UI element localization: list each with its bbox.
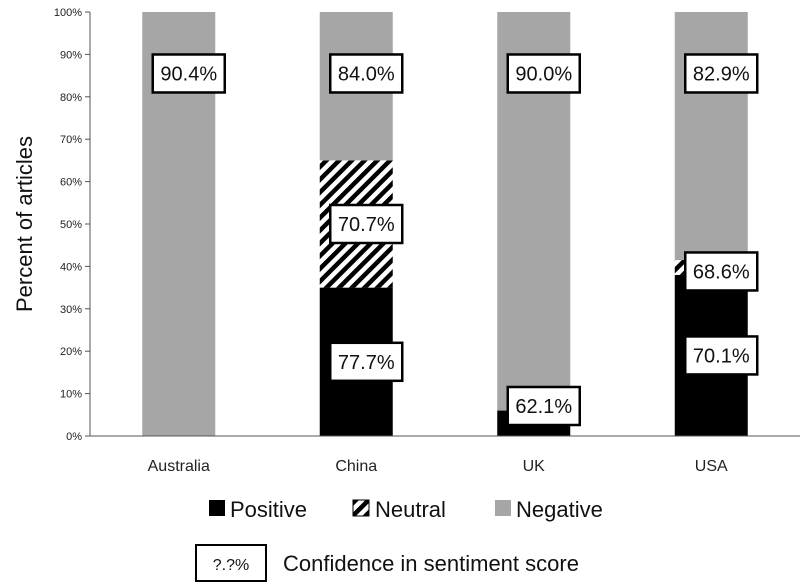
x-tick-label: USA xyxy=(695,458,728,475)
confidence-label-box xyxy=(506,53,581,94)
confidence-label-box xyxy=(151,53,226,94)
confidence-label: 70.1% xyxy=(684,335,759,376)
confidence-label-text: 84.0% xyxy=(338,63,395,85)
y-tick-label: 50% xyxy=(60,219,82,231)
y-tick-label: 30% xyxy=(60,304,82,316)
y-tick-label: 100% xyxy=(54,7,82,19)
y-tick-label: 60% xyxy=(60,177,82,189)
confidence-label-box xyxy=(329,53,404,94)
y-tick-label: 20% xyxy=(60,346,82,358)
confidence-label-text: 70.1% xyxy=(693,345,750,367)
confidence-label-text: 82.9% xyxy=(693,63,750,85)
confidence-label-text: 77.7% xyxy=(338,352,395,374)
confidence-key-label: Confidence in sentiment score xyxy=(283,551,579,576)
x-tick-label: Australia xyxy=(148,458,210,475)
confidence-label-box xyxy=(684,335,759,376)
confidence-key: ?.?% Confidence in sentiment score xyxy=(195,544,579,582)
confidence-label-text: 90.0% xyxy=(515,63,572,85)
confidence-key-box xyxy=(195,544,267,582)
legend-swatch-positive xyxy=(209,500,225,516)
legend-label-positive: Positive xyxy=(230,497,307,522)
confidence-label: 82.9% xyxy=(684,53,759,94)
confidence-label: 84.0% xyxy=(329,53,404,94)
x-axis: Australia China UK USA xyxy=(90,435,800,475)
confidence-label-box xyxy=(329,341,404,383)
confidence-label-box xyxy=(684,251,759,292)
x-tick-label: China xyxy=(335,458,377,475)
confidence-label-text: 68.6% xyxy=(693,261,750,283)
confidence-label-text: 70.7% xyxy=(338,214,395,236)
confidence-label: 90.4% xyxy=(151,53,226,94)
y-tick-label: 90% xyxy=(60,49,82,61)
confidence-label-text: 62.1% xyxy=(515,396,572,418)
y-tick-label: 10% xyxy=(60,389,82,401)
legend-label-neutral: Neutral xyxy=(375,497,446,522)
y-axis-title: Percent of articles xyxy=(12,136,37,312)
y-tick-label: 40% xyxy=(60,261,82,273)
confidence-label: 77.7% xyxy=(329,341,404,383)
confidence-label-text: 90.4% xyxy=(160,63,217,85)
bars xyxy=(142,12,748,436)
confidence-labels: 90.4% 84.0% 70.7% 77.7% 90.0% 62.1% 82.9% 68.6%… xyxy=(151,53,759,427)
legend-swatch-negative xyxy=(495,500,511,516)
confidence-key-box-text: ?.?% xyxy=(213,557,249,574)
y-axis: 0% 10% 20% 30% 40% 50% 60% 70% 80% 90% 100% xyxy=(54,7,91,443)
confidence-label: 70.7% xyxy=(329,203,404,245)
confidence-label-box xyxy=(684,53,759,94)
confidence-label-box xyxy=(506,385,581,427)
y-tick-label: 70% xyxy=(60,134,82,146)
confidence-label: 90.0% xyxy=(506,53,581,94)
confidence-label-box xyxy=(329,203,404,245)
bar-negative-usa xyxy=(674,12,748,261)
confidence-label: 62.1% xyxy=(506,385,581,427)
legend-swatch-neutral xyxy=(352,499,370,517)
y-tick-label: 80% xyxy=(60,92,82,104)
y-tick-label: 0% xyxy=(66,431,82,443)
legend: Positive Neutral Negative xyxy=(209,497,603,522)
confidence-label: 68.6% xyxy=(684,251,759,292)
x-tick-label: UK xyxy=(523,458,546,475)
legend-label-negative: Negative xyxy=(516,497,603,522)
